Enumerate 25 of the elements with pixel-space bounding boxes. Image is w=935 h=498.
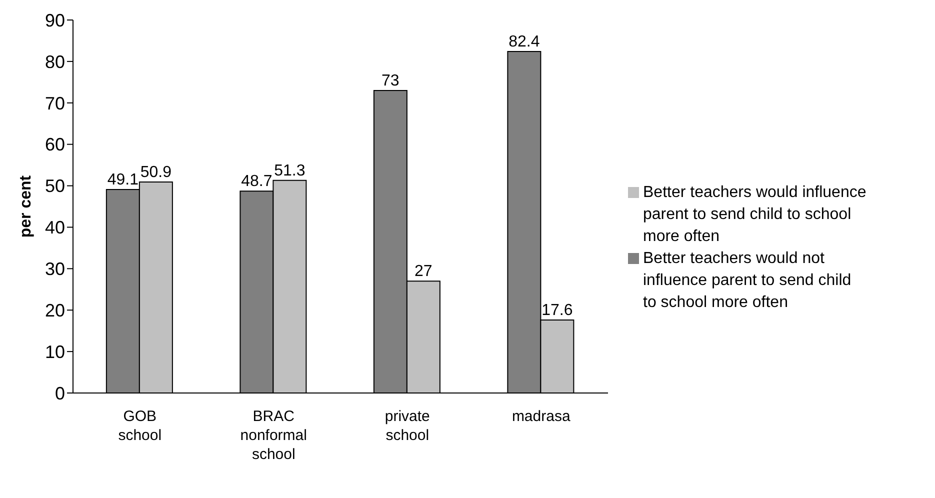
y-tick-label: 90 xyxy=(44,10,65,30)
data-label: 50.9 xyxy=(140,164,172,182)
x-tick-label: madrasa xyxy=(512,408,571,425)
data-label: 51.3 xyxy=(274,162,306,180)
y-tick-label: 80 xyxy=(44,52,65,72)
data-label: 27 xyxy=(414,263,432,280)
x-tick-label: private school xyxy=(384,408,430,444)
x-tick-label: GOB school xyxy=(118,408,162,444)
y-tick-label: 20 xyxy=(44,300,65,320)
y-tick-label: 70 xyxy=(44,93,65,114)
legend-label: Better teachers would not influence parent to send child to school more often xyxy=(643,249,852,313)
y-axis-title: per cent xyxy=(18,174,35,238)
legend-label: Better teachers would influence parent to send child to school more often xyxy=(643,183,868,247)
y-tick-label: 0 xyxy=(54,383,65,404)
y-tick-label: 50 xyxy=(44,176,65,196)
y-tick-label: 40 xyxy=(44,218,65,238)
y-tick-label: 10 xyxy=(44,342,65,362)
data-label: 17.6 xyxy=(542,302,573,320)
data-label: 82.4 xyxy=(508,34,540,50)
data-label: 73 xyxy=(382,72,400,90)
y-tick-label: 60 xyxy=(44,134,65,155)
x-tick-label: BRAC nonformal school xyxy=(240,408,307,463)
data-label: 48.7 xyxy=(241,173,272,190)
data-label: 49.1 xyxy=(107,172,139,189)
y-tick-label: 30 xyxy=(44,259,65,280)
